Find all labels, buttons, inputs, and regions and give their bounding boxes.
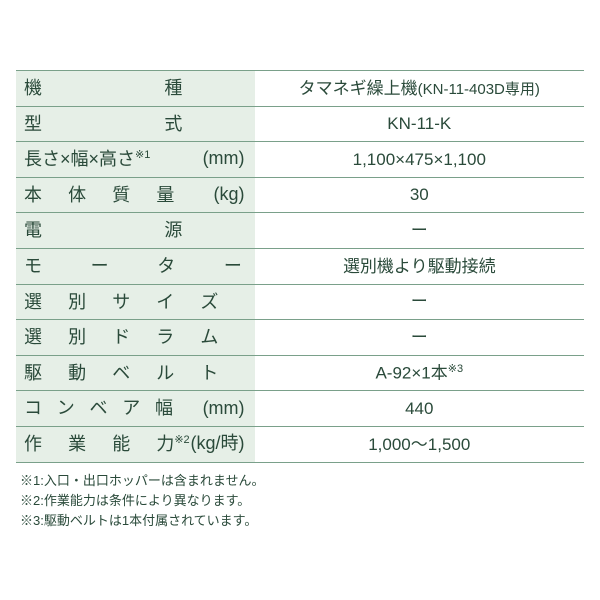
- table-row: 選別ドラムー: [16, 320, 584, 356]
- footnote-line: ※1:入口・出口ホッパーは含まれません。: [20, 471, 584, 491]
- table-row: 駆動ベルトA-92×1本※3: [16, 355, 584, 391]
- spec-table: 機種タマネギ繰上機(KN-11-403D専用)型式KN-11-K長さ×幅×高さ※…: [16, 70, 584, 463]
- row-value: A-92×1本※3: [255, 355, 584, 391]
- table-row: 選別サイズー: [16, 284, 584, 320]
- row-label: 型式: [16, 106, 255, 142]
- row-value: ー: [255, 284, 584, 320]
- table-row: 長さ×幅×高さ※1(mm)1,100×475×1,100: [16, 142, 584, 178]
- row-label: 駆動ベルト: [16, 355, 255, 391]
- row-value: ー: [255, 320, 584, 356]
- row-value: 1,100×475×1,100: [255, 142, 584, 178]
- footnotes: ※1:入口・出口ホッパーは含まれません。※2:作業能力は条件により異なります。※…: [16, 471, 584, 531]
- table-row: モーター選別機より駆動接続: [16, 248, 584, 284]
- table-row: コンベア幅(mm)440: [16, 391, 584, 427]
- row-value: タマネギ繰上機(KN-11-403D専用): [255, 71, 584, 107]
- row-label: 本体質量(kg): [16, 177, 255, 213]
- row-value: KN-11-K: [255, 106, 584, 142]
- row-value: 440: [255, 391, 584, 427]
- row-value: 1,000〜1,500: [255, 426, 584, 462]
- row-label: 作業能力※2(kg/時): [16, 426, 255, 462]
- table-row: 本体質量(kg)30: [16, 177, 584, 213]
- table-row: 型式KN-11-K: [16, 106, 584, 142]
- row-value: ー: [255, 213, 584, 249]
- footnote-line: ※2:作業能力は条件により異なります。: [20, 491, 584, 511]
- row-value: 選別機より駆動接続: [255, 248, 584, 284]
- row-label: 電源: [16, 213, 255, 249]
- row-label: 長さ×幅×高さ※1(mm): [16, 142, 255, 178]
- row-label: コンベア幅(mm): [16, 391, 255, 427]
- table-row: 機種タマネギ繰上機(KN-11-403D専用): [16, 71, 584, 107]
- footnote-line: ※3:駆動ベルトは1本付属されています。: [20, 511, 584, 531]
- spec-table-body: 機種タマネギ繰上機(KN-11-403D専用)型式KN-11-K長さ×幅×高さ※…: [16, 71, 584, 463]
- row-label: 選別サイズ: [16, 284, 255, 320]
- table-row: 電源ー: [16, 213, 584, 249]
- row-label: 選別ドラム: [16, 320, 255, 356]
- row-label: 機種: [16, 71, 255, 107]
- row-value: 30: [255, 177, 584, 213]
- row-label: モーター: [16, 248, 255, 284]
- table-row: 作業能力※2(kg/時)1,000〜1,500: [16, 426, 584, 462]
